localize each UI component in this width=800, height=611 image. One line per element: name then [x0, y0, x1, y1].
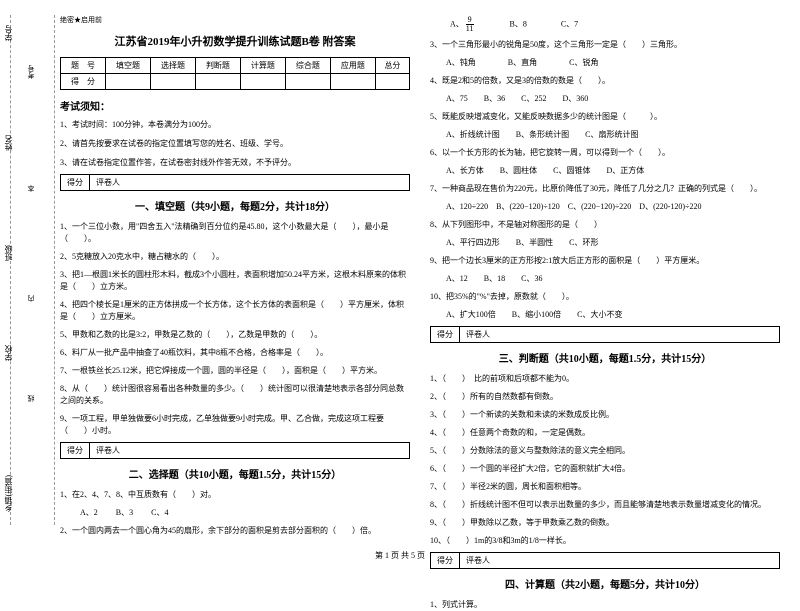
th-2: 选择题: [150, 58, 195, 74]
sidebar-label-class: 班级: [3, 245, 14, 261]
notice-title: 考试须知：: [60, 98, 410, 113]
rq-3: A、75 B、36 C、252 D、360: [430, 93, 780, 105]
section-box-3: 得分 评卷人: [430, 326, 780, 343]
th-6: 应用题: [330, 58, 375, 74]
score-header-row: 题 号 填空题 选择题 判断题 计算题 综合题 应用题 总分: [61, 58, 410, 74]
jq-7: 8、（ ）折线统计图不但可以表示出数量的多少，而且能够清楚地表示数量增减变化的情…: [430, 499, 780, 511]
opt-b2: B、8: [509, 19, 526, 28]
q2-2: 2、一个圆内两去一个圆心角为45的扇形，余下部分的面积是剪去部分面积的（ ）倍。: [60, 525, 410, 537]
rq-14: 10、把35%的"%"去掉，原数就（ ）。: [430, 291, 780, 303]
cell-3[interactable]: [195, 74, 240, 90]
opt-c2: C、7: [561, 19, 578, 28]
reviewer-label-3: 评卷人: [460, 327, 496, 342]
rq-5: A、折线统计图 B、条形统计图 C、扇形统计图: [430, 129, 780, 141]
q1-2: 2、5克糖放入20克水中，糖占糖水的（ ）。: [60, 251, 410, 263]
q1-7: 7、一根铁丝长25.12米，把它焊接成一个圆，圆的半径是（ ），面积是（ ）平方…: [60, 365, 410, 377]
jq-3: 4、（ ）任意两个奇数的和，一定是偶数。: [430, 427, 780, 439]
q1-9: 9、一项工程，甲单独做要6小时完成，乙单独做要9小时完成。甲、乙合做，完成这项工…: [60, 413, 410, 437]
score-table: 题 号 填空题 选择题 判断题 计算题 综合题 应用题 总分 得 分: [60, 57, 410, 90]
rq-13: A、12 B、18 C、36: [430, 273, 780, 285]
q1-1: 1、一个三位小数，用"四舍五入"法精确到百分位约是45.80，这个小数最大是（ …: [60, 221, 410, 245]
q1-6: 6、料厂从一批产品中抽查了40瓶饮料，其中8瓶不合格，合格率是（ ）。: [60, 347, 410, 359]
jq-5: 6、（ ）一个圆的半径扩大2倍，它的面积就扩大4倍。: [430, 463, 780, 475]
section-box-2: 得分 评卷人: [60, 442, 410, 459]
rq-2: 4、既是2和5的倍数，又是3的倍数的数是（ ）。: [430, 75, 780, 87]
section-4-title: 四、计算题（共2小题，每题5分，共计10分）: [430, 576, 780, 591]
score-label-2: 得分: [61, 443, 90, 458]
q1-5: 5、甲数和乙数的比是3:2，甲数是乙数的（ ），乙数是甲数的（ ）。: [60, 329, 410, 341]
sidebar-inner-1: 考号: [26, 65, 36, 79]
jq-2: 3、（ ）一个新读的关数和未读的米数成反比例。: [430, 409, 780, 421]
page-content: 绝密★启用前 江苏省2019年小升初数学提升训练试题B卷 附答案 题 号 填空题…: [0, 0, 800, 540]
calc-q1: 1、列式计算。: [430, 599, 780, 611]
jq-9: 10、（ ）1m的3/8和3m的1/8一样长。: [430, 535, 780, 547]
th-5: 综合题: [285, 58, 330, 74]
opt-a: A、2: [80, 508, 98, 517]
section-3-title: 三、判断题（共10小题，每题1.5分，共计15分）: [430, 350, 780, 365]
sidebar-inner-2: 本: [26, 185, 36, 192]
rq-10: 8、从下列图形中，不是轴对称图形的是（ ）: [430, 219, 780, 231]
sidebar-inner-4: 线: [26, 395, 36, 402]
binding-sidebar: 学号 姓名 班级 学校 乡镇(街道) 考号 本 内 线: [10, 15, 55, 525]
cell-7[interactable]: [375, 74, 409, 90]
th-7: 总分: [375, 58, 409, 74]
rq-4: 5、既能反映增减变化，又能反映数据多少的统计图是（ ）。: [430, 111, 780, 123]
secrecy-note: 绝密★启用前: [60, 15, 410, 25]
row-label: 得 分: [61, 74, 106, 90]
sidebar-label-id: 学号: [3, 25, 14, 41]
cell-6[interactable]: [330, 74, 375, 90]
score-value-row: 得 分: [61, 74, 410, 90]
section-1-title: 一、填空题（共9小题，每题2分，共计18分）: [60, 198, 410, 213]
section-box-1: 得分 评卷人: [60, 174, 410, 191]
notice-2: 2、请首先按要求在试卷的指定位置填写您的姓名、班级、学号。: [60, 138, 410, 149]
section-2-title: 二、选择题（共10小题，每题1.5分，共计15分）: [60, 466, 410, 481]
q2-2-opts: A、911 B、8 C、7: [430, 16, 780, 33]
left-column: 绝密★启用前 江苏省2019年小升初数学提升训练试题B卷 附答案 题 号 填空题…: [60, 15, 410, 532]
exam-title: 江苏省2019年小升初数学提升训练试题B卷 附答案: [60, 33, 410, 49]
notice-1: 1、考试时间：100分钟，本卷满分为100分。: [60, 119, 410, 130]
th-0: 题 号: [61, 58, 106, 74]
cell-5[interactable]: [285, 74, 330, 90]
q1-3: 3、把1—根圆1米长的圆柱形木料，截成3个小圆柱，表面积增加50.24平方米，这…: [60, 269, 410, 293]
opt-c: C、4: [151, 508, 168, 517]
reviewer-label: 评卷人: [90, 175, 126, 190]
rq-15: A、扩大100倍 B、缩小100倍 C、大小不变: [430, 309, 780, 321]
rq-8: 7、一种商品现在售价为220元，比原价降低了30元，降低了几分之几？正确的列式是…: [430, 183, 780, 195]
rq-9: A、120÷220 B、(220−120)÷120 C、(220−120)÷22…: [430, 201, 780, 213]
reviewer-label-2: 评卷人: [90, 443, 126, 458]
rq-1: A、钝角 B、直角 C、锐角: [430, 57, 780, 69]
rq-0: 3、一个三角形最小的锐角是50度，这个三角形一定是（ ）三角形。: [430, 39, 780, 51]
opt-b: B、3: [116, 508, 133, 517]
page-footer: 第 1 页 共 5 页: [0, 550, 800, 561]
sidebar-inner-3: 内: [26, 295, 36, 302]
rq-7: A、长方体 B、圆柱体 C、圆锥体 D、正方体: [430, 165, 780, 177]
jq-8: 9、（ ）甲数除以乙数，等于甲数乘乙数的倒数。: [430, 517, 780, 529]
rq-12: 9、把一个边长3厘米的正方形按2:1放大后正方形的面积是（ ）平方厘米。: [430, 255, 780, 267]
fraction-9-11: 911: [464, 16, 476, 33]
notice-3: 3、请在试卷指定位置作答，在试卷密封线外作答无效，不予评分。: [60, 157, 410, 168]
th-1: 填空题: [105, 58, 150, 74]
q1-4: 4、把四个棱长是1厘米的正方体拼成一个长方体，这个长方体的表面积是（ ）平方厘米…: [60, 299, 410, 323]
th-3: 判断题: [195, 58, 240, 74]
jq-1: 2、（ ）所有的自然数都有倒数。: [430, 391, 780, 403]
th-4: 计算题: [240, 58, 285, 74]
rq-6: 6、以一个长方形的长为轴，把它旋转一周，可以得到一个（ ）。: [430, 147, 780, 159]
jq-0: 1、（ ） 比的前项和后项都不能为0。: [430, 373, 780, 385]
sidebar-label-school: 学校: [3, 345, 14, 361]
q2-1: 1、在2、4、7、8、中互质数有（ ）对。: [60, 489, 410, 501]
jq-6: 7、（ ）半径2米的圆，周长和面积相等。: [430, 481, 780, 493]
cell-4[interactable]: [240, 74, 285, 90]
sidebar-label-name: 姓名: [3, 135, 14, 151]
q2-1-opts: A、2 B、3 C、4: [60, 507, 410, 519]
q1-8: 8、从（ ）统计图很容易看出各种数量的多少。（ ）统计图可以很清楚地表示各部分同…: [60, 383, 410, 407]
score-label-3: 得分: [431, 327, 460, 342]
jq-4: 5、（ ）分数除法的意义与整数除法的意义完全相同。: [430, 445, 780, 457]
cell-2[interactable]: [150, 74, 195, 90]
cell-1[interactable]: [105, 74, 150, 90]
score-label: 得分: [61, 175, 90, 190]
rq-11: A、平行四边形 B、半圆性 C、环形: [430, 237, 780, 249]
right-column: A、911 B、8 C、7 3、一个三角形最小的锐角是50度，这个三角形一定是（…: [430, 15, 780, 532]
sidebar-label-town: 乡镇(街道): [3, 475, 14, 512]
